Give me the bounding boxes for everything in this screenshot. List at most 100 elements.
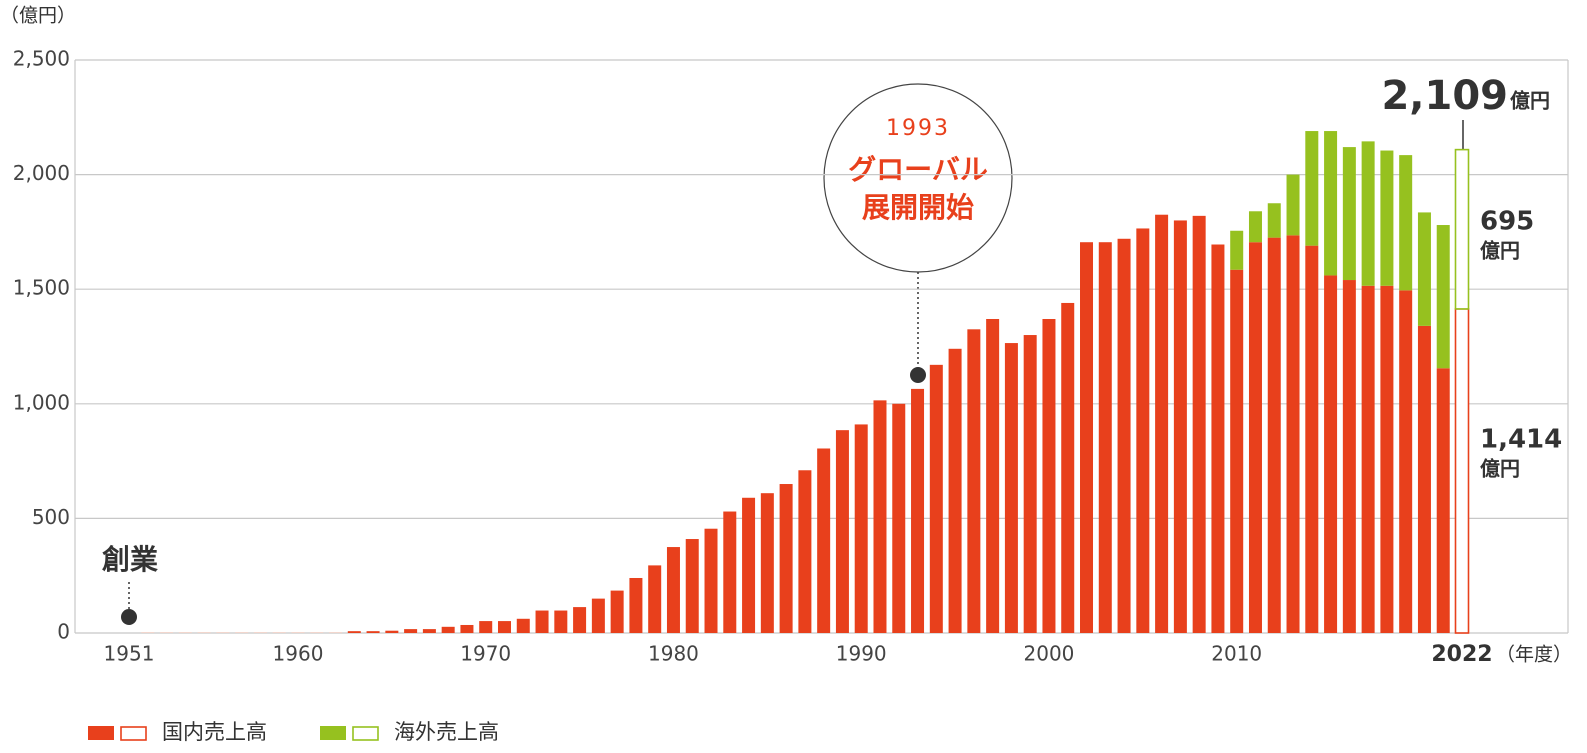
bar xyxy=(554,610,568,633)
total-label: 2,109 xyxy=(1381,73,1508,119)
bar xyxy=(253,632,267,633)
bar xyxy=(685,539,699,633)
bar xyxy=(1061,302,1075,633)
legend-label: 海外売上高 xyxy=(394,720,499,744)
bar xyxy=(817,448,831,633)
bar xyxy=(610,590,624,633)
bar xyxy=(1023,335,1037,633)
x-tick-label: 1980 xyxy=(648,642,699,666)
bar xyxy=(178,632,192,633)
bar xyxy=(1380,285,1394,633)
bar xyxy=(441,626,455,633)
founding-label: 創業 xyxy=(102,543,158,576)
bar xyxy=(1436,225,1450,369)
bar xyxy=(1230,269,1244,633)
legend-label: 国内売上高 xyxy=(162,720,267,744)
legend-swatch xyxy=(120,726,147,741)
bar xyxy=(1417,212,1431,326)
bar xyxy=(235,632,249,633)
bar xyxy=(1399,155,1413,291)
bar xyxy=(1305,131,1319,246)
bar xyxy=(1361,141,1375,286)
bar xyxy=(1361,285,1375,633)
global-year: 1993 xyxy=(886,116,950,141)
bar xyxy=(1342,147,1356,281)
x-tick-label: 1960 xyxy=(273,642,324,666)
y-unit: （億円） xyxy=(0,5,76,27)
bar xyxy=(404,629,418,633)
bar xyxy=(310,632,324,633)
bar xyxy=(329,632,343,633)
x-tick-label: 1951 xyxy=(104,642,155,666)
bar xyxy=(911,388,925,633)
bar xyxy=(291,632,305,633)
data-label: 695 xyxy=(1480,207,1534,237)
bar xyxy=(760,493,774,633)
bar xyxy=(479,621,493,633)
y-tick-label: 1,000 xyxy=(13,390,70,414)
unit-label: 億円 xyxy=(1510,89,1550,113)
bar xyxy=(573,607,587,633)
bar xyxy=(460,624,474,633)
bar xyxy=(723,511,737,633)
bar xyxy=(272,632,286,633)
bar xyxy=(1248,211,1262,243)
bar xyxy=(1004,343,1018,633)
bar xyxy=(1417,325,1431,633)
y-tick-label: 2,500 xyxy=(13,47,70,71)
bar xyxy=(216,632,230,633)
bar xyxy=(591,598,605,633)
bar xyxy=(516,618,530,633)
bar xyxy=(798,470,812,633)
bar xyxy=(779,484,793,633)
data-label: 1,414 xyxy=(1480,425,1562,455)
global-text: 展開開始 xyxy=(862,191,974,224)
bar xyxy=(666,547,680,633)
bar xyxy=(497,621,511,633)
bar xyxy=(1267,237,1281,633)
bar xyxy=(1080,242,1094,634)
bar xyxy=(1136,228,1150,633)
bar xyxy=(1454,148,1470,310)
y-tick-label: 500 xyxy=(32,505,70,529)
bar xyxy=(1436,368,1450,633)
bar xyxy=(1155,214,1169,633)
bar xyxy=(141,632,155,633)
bar xyxy=(835,430,849,633)
x-unit: （年度） xyxy=(1496,644,1572,666)
y-tick-label: 0 xyxy=(57,620,70,644)
legend-swatch xyxy=(352,726,379,741)
x-tick-label: 2022 xyxy=(1431,642,1492,667)
bar xyxy=(873,400,887,633)
bar xyxy=(1324,131,1338,276)
x-tick-label: 1970 xyxy=(460,642,511,666)
bar xyxy=(648,565,662,633)
bar xyxy=(1192,215,1206,633)
bar xyxy=(1042,318,1056,633)
x-tick-label: 2000 xyxy=(1024,642,1075,666)
bar xyxy=(1286,235,1300,633)
bar xyxy=(629,577,643,633)
bar xyxy=(1267,203,1281,238)
bar xyxy=(967,329,981,633)
bar xyxy=(535,610,549,633)
bar xyxy=(1454,308,1470,634)
bar xyxy=(986,318,1000,633)
unit-label: 億円 xyxy=(1480,239,1520,263)
global-text: グローバル xyxy=(848,153,988,186)
bar xyxy=(1173,220,1187,633)
bar xyxy=(704,528,718,633)
bar xyxy=(422,629,436,633)
bar xyxy=(385,630,399,633)
bar xyxy=(892,403,906,633)
x-tick-label: 2010 xyxy=(1211,642,1262,666)
bar xyxy=(197,632,211,633)
bar xyxy=(1380,150,1394,286)
bar xyxy=(1211,244,1225,634)
bar xyxy=(1230,230,1244,270)
founding-dot xyxy=(121,609,137,625)
callout-dot xyxy=(910,367,926,383)
bar xyxy=(948,348,962,633)
bar xyxy=(1117,238,1131,633)
